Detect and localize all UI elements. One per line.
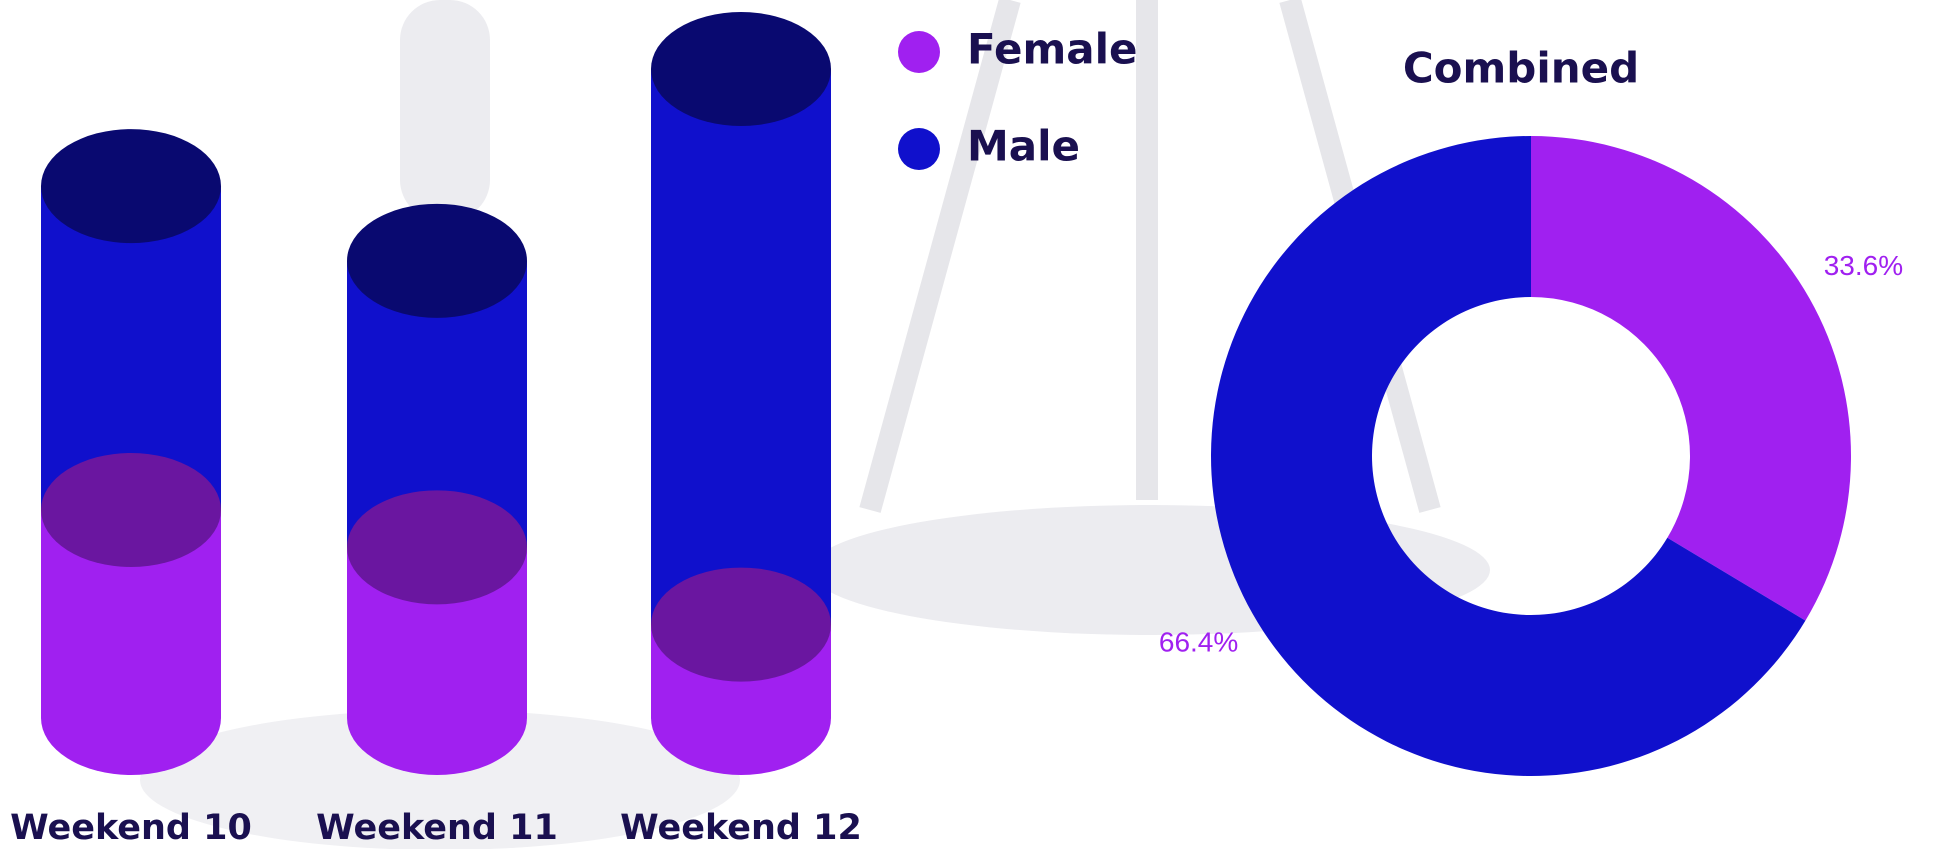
cylinder-top <box>347 203 527 318</box>
cylinder-top <box>41 129 221 244</box>
legend-label: Female <box>967 25 1137 74</box>
donut-title: Combined <box>1403 44 1639 93</box>
bg-base <box>140 710 740 849</box>
legend-label: Male <box>967 122 1080 171</box>
bg-string <box>859 0 1021 513</box>
cylinder-top <box>347 490 527 605</box>
bg-column <box>400 0 490 220</box>
donut-slice <box>1211 136 1806 777</box>
legend-swatch <box>898 31 940 73</box>
x-tick-label: Weekend 11 <box>316 808 558 848</box>
cylinder-top <box>41 452 221 567</box>
x-tick-label: Weekend 10 <box>10 808 252 848</box>
cylinder-top <box>651 567 831 682</box>
cylinder-top <box>651 12 831 126</box>
data-label: 33.6% <box>1824 250 1903 281</box>
donut-slice <box>1531 136 1852 621</box>
legend-swatch <box>898 128 940 170</box>
x-tick-label: Weekend 12 <box>620 808 862 848</box>
data-label: 66.4% <box>1159 627 1238 658</box>
cylinder-body <box>651 69 831 625</box>
